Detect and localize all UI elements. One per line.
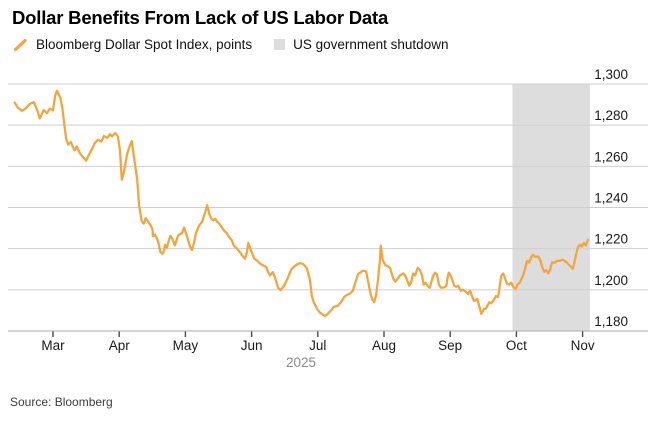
x-axis-label: Mar	[41, 338, 65, 353]
y-axis-label: 1,240	[594, 191, 628, 206]
source-note: Source: Bloomberg	[10, 395, 113, 409]
y-axis-label: 1,180	[594, 314, 628, 329]
orange-slash-icon	[13, 38, 27, 51]
y-axis-label: 1,300	[594, 67, 628, 82]
x-axis-label: Aug	[372, 338, 396, 353]
x-axis-label: May	[173, 338, 199, 353]
orange-slash-stroke	[13, 38, 27, 51]
y-axis-label: 1,280	[594, 108, 628, 123]
x-axis-label: Nov	[571, 338, 595, 353]
y-axis-label: 1,200	[594, 273, 628, 288]
legend: Bloomberg Dollar Spot Index, points US g…	[13, 37, 448, 52]
y-axis-label: 1,260	[594, 149, 628, 164]
x-axis-label: Jul	[309, 338, 326, 353]
legend-label-index: Bloomberg Dollar Spot Index, points	[36, 37, 253, 52]
x-axis-label: Apr	[109, 338, 131, 353]
x-axis-label: Sep	[438, 338, 462, 353]
gray-square-icon	[274, 39, 286, 50]
x-axis-label: Jun	[241, 338, 263, 353]
legend-item-shutdown: US government shutdown	[274, 37, 448, 52]
index-line	[13, 89, 590, 318]
year-label: 2025	[286, 355, 316, 370]
legend-label-shutdown: US government shutdown	[293, 37, 449, 52]
x-axis-label: Oct	[506, 338, 527, 353]
chart-layers: 1,300 1,280 1,260 1,240 1,220 1,200 1,180 Mar Ap…	[8, 67, 648, 370]
legend-item-index: Bloomberg Dollar Spot Index, points	[13, 37, 252, 52]
y-axis-label: 1,220	[594, 232, 628, 247]
page-title: Dollar Benefits From Lack of US Labor Da…	[12, 7, 389, 28]
